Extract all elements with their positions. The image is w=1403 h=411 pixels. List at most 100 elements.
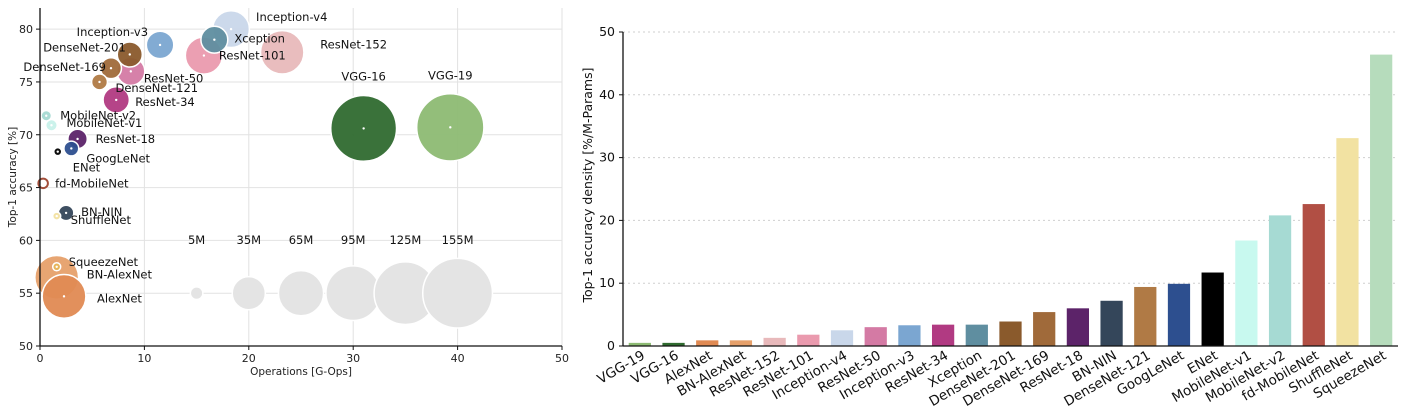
bubble-center-dot [62,295,66,298]
size-legend-label: 65M [289,233,314,247]
bar-vgg-16 [662,342,685,346]
label-enet: ENet [73,161,101,175]
bubble-center-dot [41,182,45,185]
bar-mobilenet-v1 [1235,240,1258,346]
label-bn-nin: BN-NIN [81,205,122,219]
y-tick-label: 65 [19,182,33,195]
y-tick-label: 30 [599,150,615,165]
bubble-center-dot [128,53,131,56]
y-tick-label: 75 [19,76,33,89]
bar-alexnet [696,340,719,346]
label-densenet-169: DenseNet-169 [23,60,106,74]
bubble-center-dot [64,211,68,215]
bubble-center-dot [362,127,365,130]
y-tick-label: 70 [19,129,33,142]
size-legend-label: 155M [442,233,474,247]
bubble-center-dot [50,124,53,127]
bar-mobilenet-v2 [1268,215,1292,346]
label-densenet-121: DenseNet-121 [116,81,199,95]
x-tick-label: 10 [137,352,151,365]
bubble-chart: 5M 35M 65M 95M 125M 155M Inception-v4 ResNet-15… [7,8,569,378]
size-legend-label: 125M [389,233,421,247]
bubble-center-dot [158,43,162,47]
bar-inception-v3 [898,325,921,346]
label-resnet-152: ResNet-152 [320,37,387,51]
y-tick-label: 50 [19,340,33,353]
label-inception-v3: Inception-v3 [77,25,148,39]
bubble-center-dot [213,38,216,41]
y-tick-label: 80 [19,23,33,36]
size-legend-label: 95M [341,233,366,247]
bar-densenet-121 [1134,286,1157,346]
bubble-center-dot [449,126,452,129]
label-inception-v4: Inception-v4 [256,10,327,24]
bubble-center-dot [129,70,133,73]
bar-resnet-34 [931,324,955,346]
bar-resnet-18 [1066,308,1090,346]
bubble-center-dot [98,80,101,84]
bubble-center-dot [70,147,73,150]
bar-squeezenet [1370,54,1393,346]
y-axis-title: Top-1 accuracy density [%/M-Params] [580,68,595,304]
bar-bn-nin [1100,300,1123,346]
label-alexnet: AlexNet [97,291,142,305]
y-axis-title: Top-1 accuracy [%] [7,127,19,228]
bar-fd-mobilenet [1302,204,1325,346]
size-legend-bubble [325,265,382,322]
size-legend-label: 35M [237,233,262,247]
bar-chart: VGG-19VGG-16AlexNetBN-AlexNetResNet-152R… [580,24,1398,410]
bar-vgg-19 [628,342,651,346]
bubble-center-dot [109,67,113,70]
bar-bn-alexnet [729,340,753,346]
label-resnet-101: ResNet-101 [219,49,286,63]
label-bn-alexnet: BN-AlexNet [87,267,153,281]
bubble-center-dot [55,265,58,268]
bar-densenet-201 [999,321,1022,346]
bar-googlenet [1167,283,1191,346]
label-mobilenet-v2: MobileNet-v2 [60,109,136,123]
label-shufflenet: ShuffleNet [71,213,132,227]
bubble-center-dot [281,51,284,54]
size-legend-bubble [231,275,267,311]
x-tick-label: 20 [242,352,256,365]
size-legend-bubble [189,286,204,301]
label-squeezenet: SqueezeNet [69,255,139,269]
x-tick-label: 50 [555,352,569,365]
x-axis-title: Operations [G-Ops] [250,366,352,378]
y-tick-label: 55 [19,287,33,300]
label-densenet-201: DenseNet-201 [43,40,126,54]
x-tick-label: 0 [37,352,44,365]
label-mobilenet-v1: MobileNet-v1 [66,116,142,130]
y-tick-label: 0 [607,338,615,353]
bar-resnet-50 [864,327,887,346]
y-tick-label: 40 [599,87,615,102]
y-tick-label: 50 [599,24,615,39]
bubble-center-dot [115,98,118,102]
bar-inception-v4 [830,330,854,346]
label-vgg-16: VGG-16 [341,69,385,83]
bubble-center-dot [55,214,58,218]
label-resnet-50: ResNet-50 [144,71,204,85]
label-xception: Xception [234,32,285,46]
x-tick-label: 30 [346,352,360,365]
bubble-center-dot [229,27,233,31]
label-fd-mobilenet: fd-MobileNet [55,176,129,190]
bar-resnet-152 [763,337,786,346]
y-tick-label: 20 [599,212,615,227]
bubble-center-dot [76,137,79,141]
bar-resnet-101 [797,334,820,346]
bubble-center-dot [56,150,59,153]
bar-xception [965,324,988,346]
size-legend-bubble [277,269,325,317]
size-legend-bubble [421,257,494,329]
bar-enet [1201,272,1224,346]
bubble-center-dot [45,114,48,117]
bar-densenet-169 [1033,312,1056,346]
label-resnet-18: ResNet-18 [96,132,156,146]
size-legend-label: 5M [188,233,205,247]
label-resnet-34: ResNet-34 [135,95,195,109]
x-tick-label: 40 [451,352,465,365]
y-tick-label: 10 [599,275,615,290]
label-googlenet: GoogLeNet [86,151,150,165]
